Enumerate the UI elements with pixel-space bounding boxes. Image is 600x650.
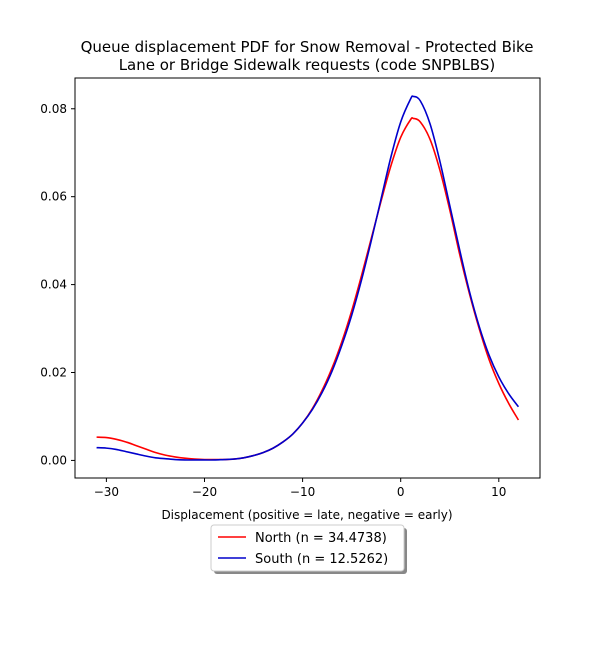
legend-label-south: South (n = 12.5262) <box>255 552 388 567</box>
y-tick-label: 0.08 <box>40 102 67 116</box>
x-tick-label: −10 <box>290 485 315 499</box>
x-axis-label: Displacement (positive = late, negative … <box>161 508 452 522</box>
y-tick-label: 0.00 <box>40 453 67 467</box>
plot-frame <box>74 77 541 479</box>
y-tick-label: 0.04 <box>40 278 67 292</box>
x-tick-label: 0 <box>397 485 405 499</box>
legend-box <box>210 524 405 572</box>
series-lines <box>96 95 520 461</box>
y-tick-label: 0.02 <box>40 366 67 380</box>
series-line-north <box>96 116 520 461</box>
x-tick-label: −20 <box>192 485 217 499</box>
chart-title-line-2: Lane or Bridge Sidewalk requests (code S… <box>119 56 496 74</box>
chart-title-line-1: Queue displacement PDF for Snow Removal … <box>81 38 534 56</box>
series-line-south <box>96 95 520 461</box>
x-axis-ticks: −30 −20 −10 0 10 <box>94 478 506 499</box>
x-tick-label: −30 <box>94 485 119 499</box>
x-tick-label: 10 <box>491 485 506 499</box>
legend: North (n = 34.4738) South (n = 12.5262) <box>210 524 407 574</box>
y-axis-ticks: 0.00 0.02 0.04 0.06 0.08 <box>40 102 75 467</box>
legend-label-north: North (n = 34.4738) <box>255 531 387 546</box>
y-tick-label: 0.06 <box>40 190 67 204</box>
